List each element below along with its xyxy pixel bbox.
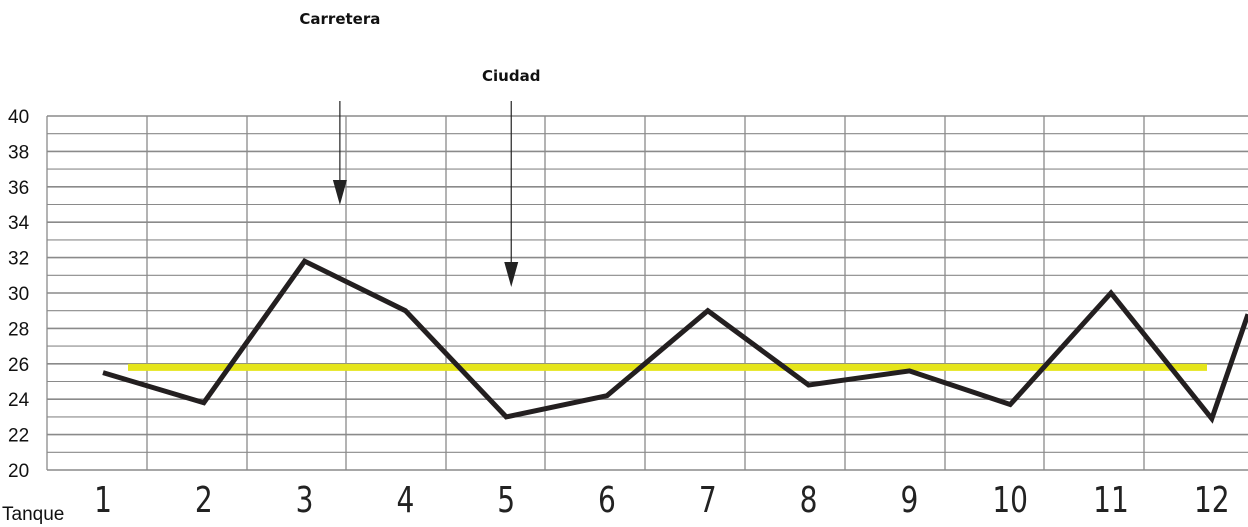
y-tick-label: 26 [8, 355, 29, 376]
y-tick-label: 38 [8, 142, 29, 163]
x-tick-label: 12 [1194, 479, 1230, 521]
y-axis-ticks: 20 22 24 26 28 30 32 34 36 38 40 [8, 107, 30, 482]
series-line [102, 257, 1248, 424]
x-tick-label: 6 [598, 479, 616, 521]
chart-grid [46, 115, 1248, 471]
x-tick-label: 10 [992, 479, 1028, 521]
annotation-label: Ciudad [482, 67, 540, 85]
annotation-label: Carretera [299, 10, 380, 28]
y-tick-label: 22 [8, 426, 29, 447]
x-axis-ticks: 1 2 3 4 5 6 7 8 9 10 11 12 [94, 479, 1230, 521]
x-tick-label: 8 [800, 479, 818, 521]
y-tick-label: 34 [8, 213, 30, 234]
x-tick-label: 4 [396, 479, 414, 521]
x-tick-label: 9 [900, 479, 918, 521]
annotations-group: Carretera Ciudad [299, 10, 540, 287]
annotation-arrow-head [332, 180, 347, 205]
x-tick-label: 11 [1093, 479, 1129, 521]
annotation-arrow-head [504, 262, 519, 287]
x-tick-label: 3 [296, 479, 314, 521]
y-tick-label: 32 [8, 249, 29, 270]
y-tick-label: 20 [8, 461, 29, 482]
series-group [102, 257, 1248, 424]
x-tick-label: 1 [94, 479, 112, 521]
x-tick-label: 5 [497, 479, 515, 521]
x-axis-label: Tanque [2, 504, 64, 525]
y-tick-label: 30 [8, 284, 29, 305]
x-tick-label: 7 [699, 479, 717, 521]
y-tick-label: 28 [8, 319, 29, 340]
y-tick-label: 36 [8, 178, 29, 199]
y-tick-label: 24 [8, 390, 30, 411]
x-tick-label: 2 [195, 479, 213, 521]
y-tick-label: 40 [8, 107, 29, 128]
